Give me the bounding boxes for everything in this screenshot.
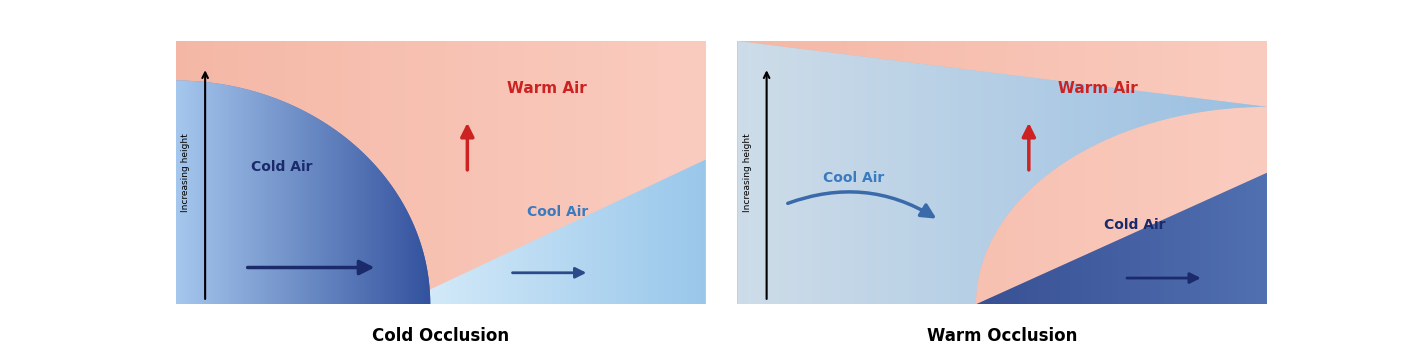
Text: Warm Air: Warm Air [507, 81, 587, 96]
Polygon shape [176, 81, 431, 304]
Polygon shape [976, 173, 1267, 304]
Text: Cold Air: Cold Air [1104, 219, 1166, 232]
Bar [176, 304, 705, 320]
Text: Cold Occlusion: Cold Occlusion [372, 327, 510, 342]
Text: Warm Air: Warm Air [1057, 81, 1138, 96]
Text: Cool Air: Cool Air [824, 171, 884, 185]
Text: Increasing height: Increasing height [742, 133, 752, 212]
Polygon shape [738, 41, 1267, 304]
Bar [738, 304, 1267, 320]
Text: Cool Air: Cool Air [527, 205, 589, 219]
Text: Increasing height: Increasing height [182, 133, 190, 212]
Text: Warm Occlusion: Warm Occlusion [926, 327, 1077, 342]
Text: Cold Air: Cold Air [251, 160, 313, 174]
